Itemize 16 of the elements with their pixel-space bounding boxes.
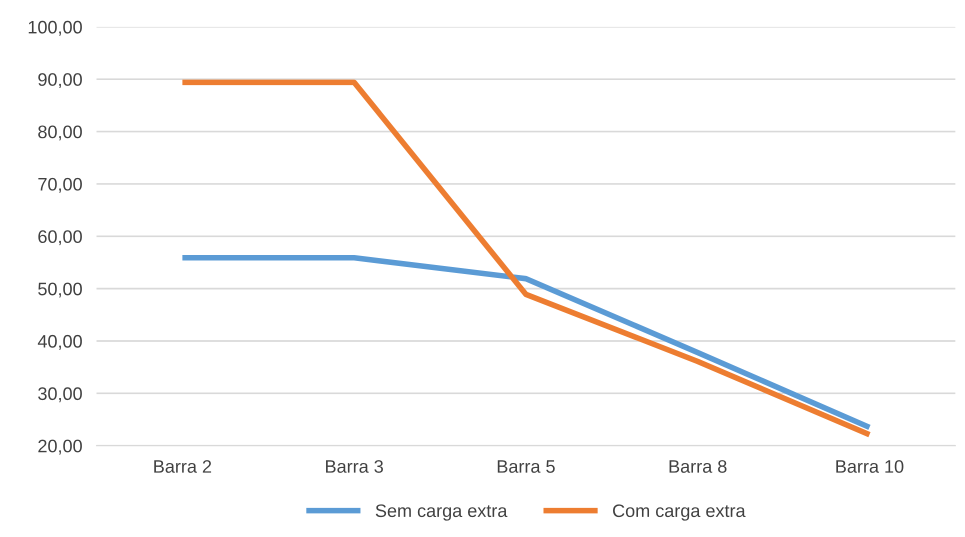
y-tick-label: 100,00 [28, 20, 82, 36]
y-tick-label: 50,00 [38, 282, 82, 298]
x-tick-label: Barra 3 [326, 460, 383, 473]
y-tick-label: 70,00 [38, 178, 82, 193]
y-tick-label: 80,00 [38, 126, 82, 140]
y-tick-label: 30,00 [38, 387, 82, 402]
x-tick-label: Barra 2 [154, 460, 212, 473]
y-tick-label: 20,00 [38, 440, 82, 455]
x-tick-label: Barra 8 [670, 460, 727, 473]
x-tick-label: Barra 10 [836, 460, 904, 473]
x-tick-label: Barra 5 [498, 460, 555, 473]
y-tick-label: 40,00 [38, 334, 82, 350]
y-tick-label: 60,00 [38, 230, 82, 246]
legend-label: Com carga extra [613, 504, 746, 521]
y-tick-label: 90,00 [38, 73, 82, 88]
legend-label: Sem carga extra [376, 504, 508, 521]
